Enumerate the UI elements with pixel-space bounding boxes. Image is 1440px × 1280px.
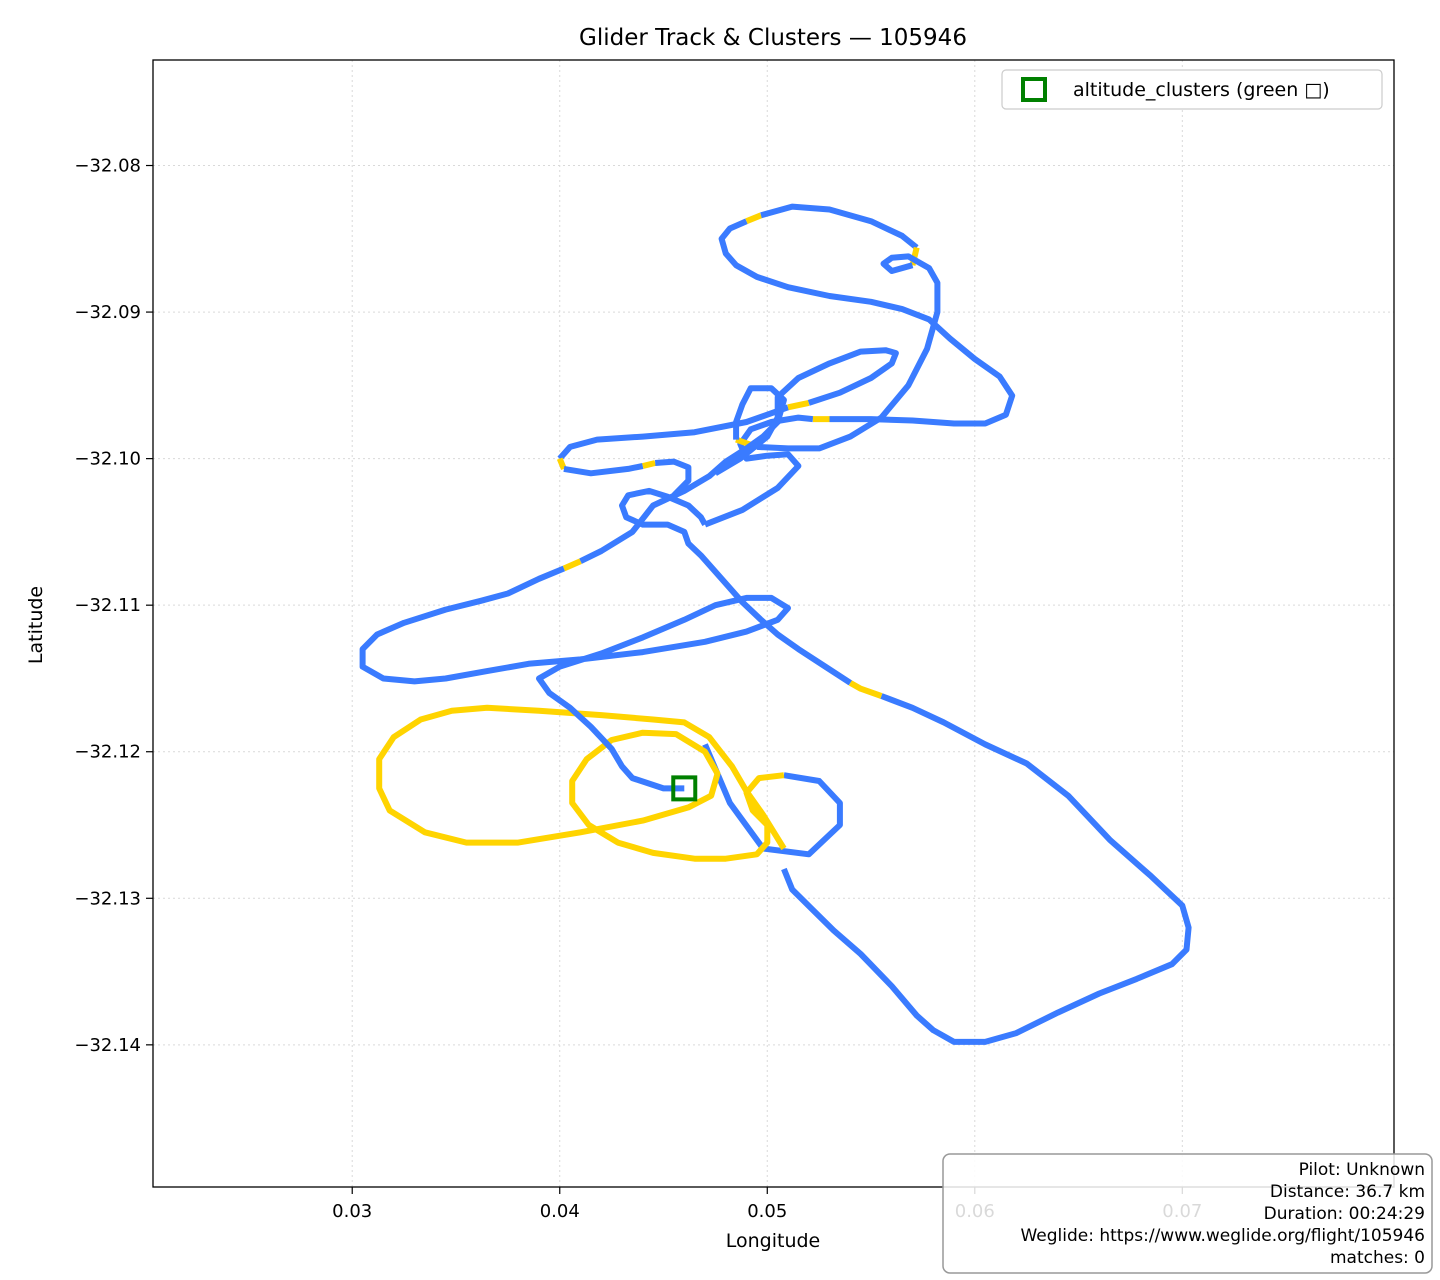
track-segment-glide (579, 385, 787, 564)
info-duration: Duration: 00:24:29 (1264, 1204, 1425, 1224)
info-matches: matches: 0 (1330, 1248, 1425, 1268)
track-segment-climb (562, 558, 582, 572)
track-segment-glide (702, 743, 843, 858)
info-weglide-link: Weglide: https://www.weglide.org/flight/… (1020, 1226, 1425, 1246)
track-segment-glide (654, 458, 692, 498)
y-axis-title: Latitude (25, 586, 47, 664)
y-tick-label: −32.11 (74, 595, 141, 616)
y-tick-label: −32.13 (74, 888, 141, 909)
info-box-frame (942, 1153, 1433, 1274)
legend-entry-label: altitude_clusters (green □) (1073, 79, 1330, 101)
flight-track (359, 203, 1192, 1045)
track-segment-glide (359, 565, 791, 792)
track-segment-climb (745, 212, 763, 224)
y-tick-label: −32.12 (74, 742, 141, 763)
x-tick-label: 0.03 (332, 1201, 372, 1222)
track-segment-glide (619, 487, 852, 686)
track-segment-climb (642, 460, 656, 469)
info-pilot: Pilot: Unknown (1299, 1160, 1425, 1180)
legend-frame (1001, 69, 1383, 110)
track-segment-glide (557, 404, 790, 461)
y-tick-label: −32.10 (74, 449, 141, 470)
x-axis-title: Longitude (726, 1230, 821, 1252)
track-segment-glide (760, 203, 919, 250)
x-tick-label: 0.05 (747, 1201, 787, 1222)
plot-frame (152, 59, 1395, 1188)
legend: altitude_clusters (green □) (1001, 69, 1383, 110)
track-segment-climb (787, 399, 810, 411)
track-segment-climb (556, 457, 567, 471)
legend-cluster-swatch (1021, 77, 1047, 102)
y-tick-label: −32.14 (74, 1035, 141, 1056)
grid-lines (153, 60, 1394, 1187)
track-segment-glide (718, 218, 1016, 427)
cluster-markers (671, 775, 698, 802)
track-segment-climb (376, 704, 787, 862)
y-tick-label: −32.08 (74, 156, 141, 177)
info-distance: Distance: 36.7 km (1270, 1182, 1425, 1202)
x-tick-label: 0.04 (540, 1201, 580, 1222)
y-tick-label: −32.09 (74, 302, 141, 323)
track-segment-glide (756, 253, 941, 452)
chart-title: Glider Track & Clusters — 105946 (579, 25, 967, 51)
track-segment-glide (563, 463, 644, 477)
track-segment-glide (713, 347, 899, 476)
track-segment-climb (848, 680, 883, 699)
track-segment-glide (781, 693, 1192, 1045)
info-box: Pilot: Unknown Distance: 36.7 km Duratio… (942, 1153, 1433, 1274)
cluster-marker (671, 775, 698, 802)
y-axis-ticks: −32.08 −32.09 −32.10 −32.11 −32.12 −32.13 −32.… (74, 156, 153, 1056)
